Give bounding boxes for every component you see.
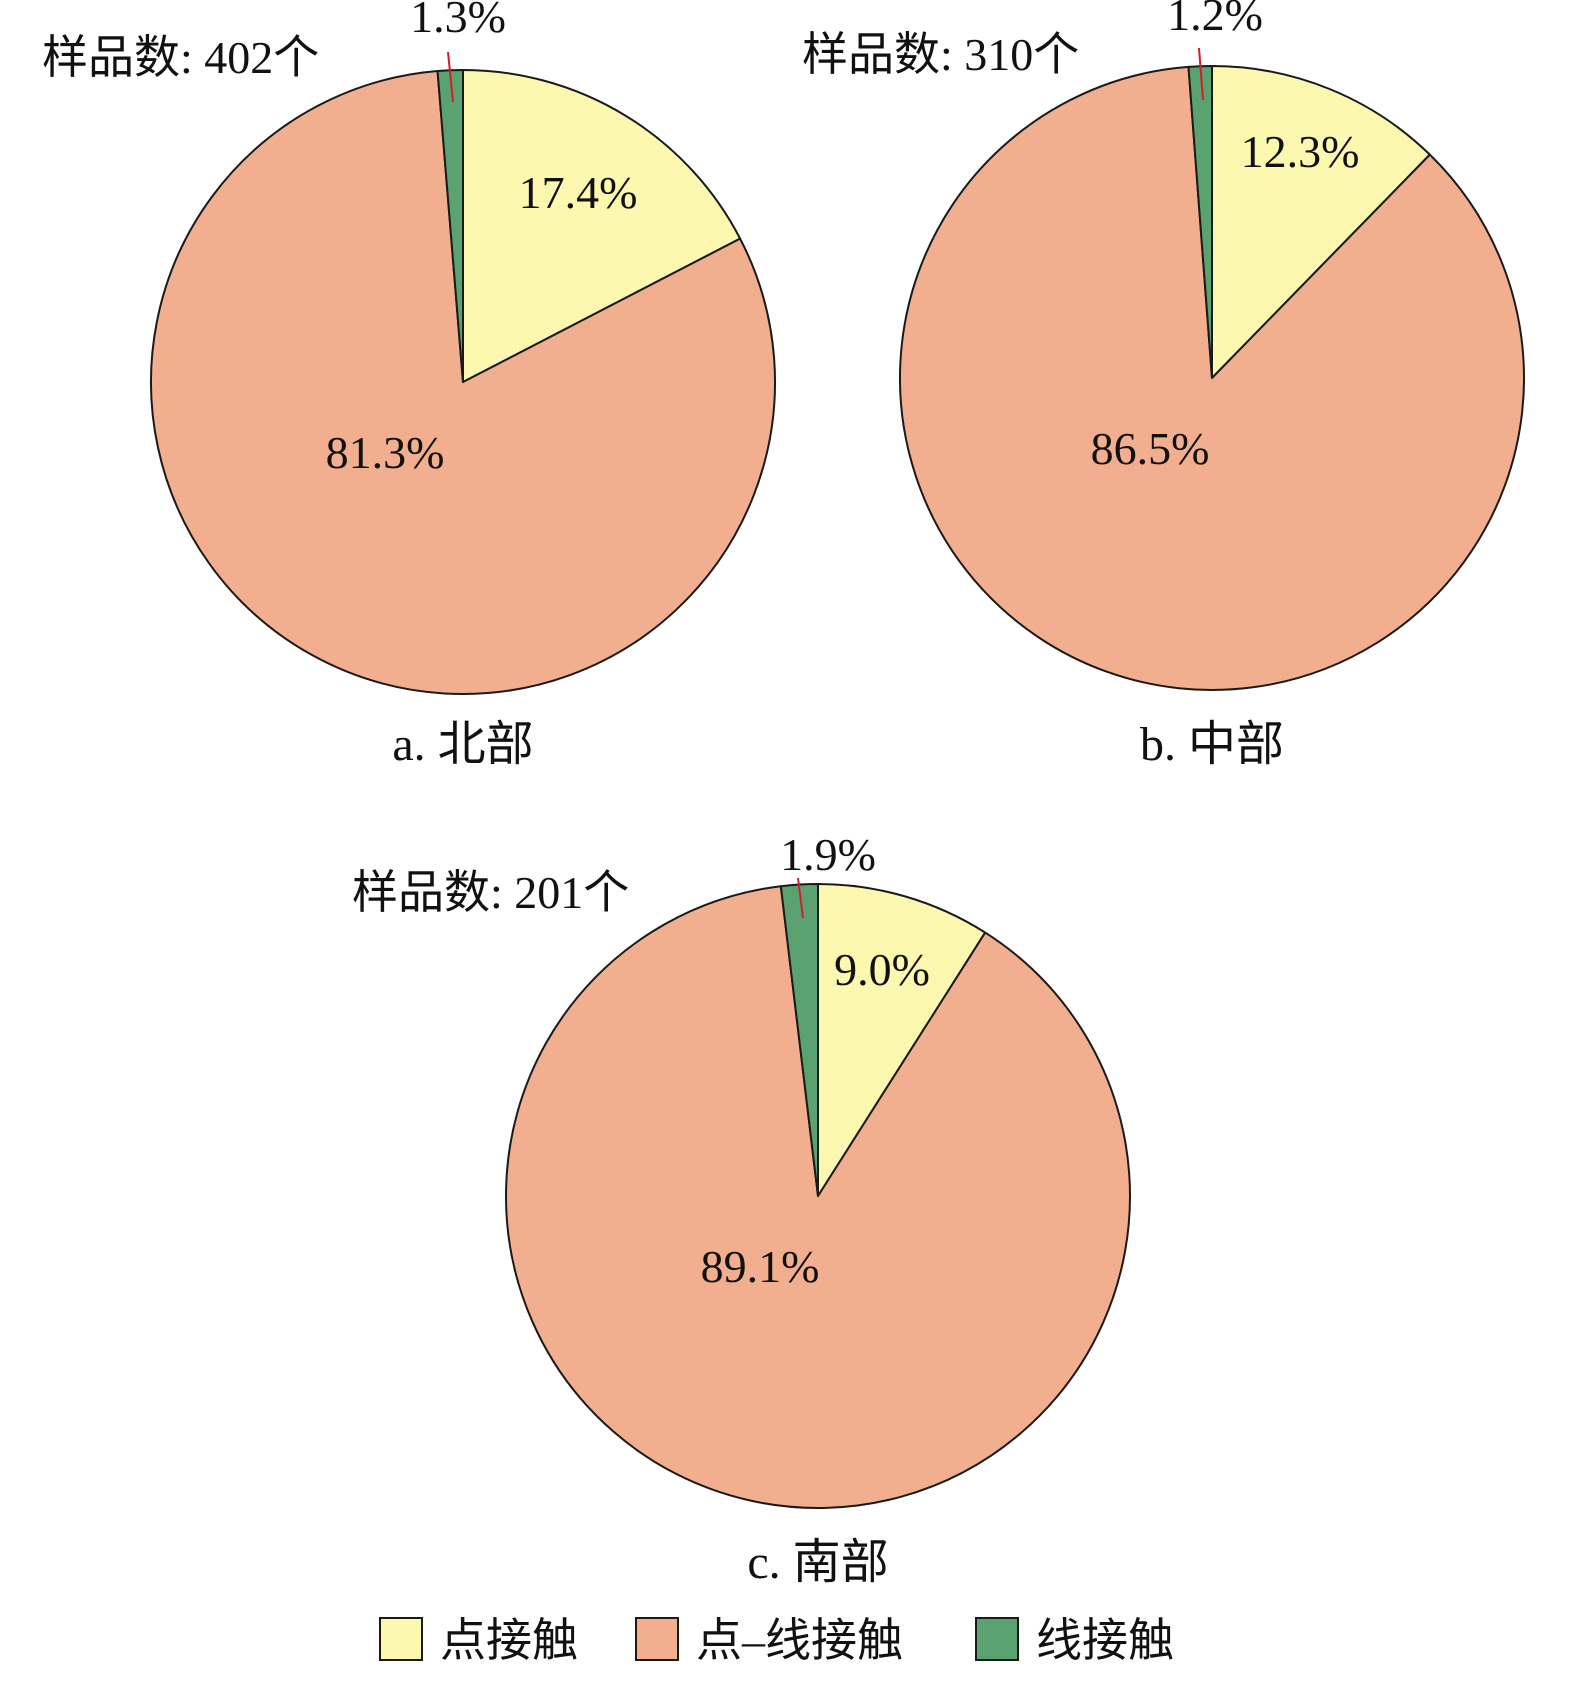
sample-count-label: 样品数: 201个 (352, 867, 629, 918)
sample-count-label: 样品数: 402个 (42, 32, 319, 83)
legend: 点接触 点–线接触 线接触 (379, 1615, 1174, 1666)
slice-label-point-line-contact: 81.3% (326, 427, 445, 478)
slice-label-point-contact: 17.4% (519, 167, 638, 218)
leader-line-small-slice (447, 51, 454, 103)
pie-slice-point-contact (462, 69, 742, 383)
legend-swatch (635, 1617, 679, 1661)
pie-caption: c. 南部 (747, 1536, 888, 1589)
slice-label-line-contact: 1.3% (410, 0, 506, 42)
legend-label: 点接触 (440, 1615, 578, 1666)
legend-swatch (975, 1617, 1019, 1661)
slice-label-point-line-contact: 89.1% (701, 1241, 820, 1292)
legend-swatch (379, 1617, 423, 1661)
pie-caption: a. 北部 (392, 718, 533, 771)
pie-slice-point-line-contact (505, 885, 1131, 1509)
pie-caption: b. 中部 (1140, 718, 1284, 771)
legend-label: 点–线接触 (696, 1615, 903, 1666)
legend-label: 线接触 (1036, 1615, 1174, 1666)
slice-label-point-line-contact: 86.5% (1091, 423, 1210, 474)
slice-label-point-contact: 9.0% (834, 944, 930, 995)
legend-item-point-line-contact: 点–线接触 (635, 1615, 903, 1666)
leader-line-small-slice (797, 877, 804, 919)
legend-item-point-contact: 点接触 (379, 1615, 578, 1666)
pie-chart-south: 9.0% 89.1% 1.9% 样品数: 201个 c. 南部 (352, 829, 1131, 1589)
slice-label-line-contact: 1.9% (780, 829, 876, 880)
leader-line-small-slice (1198, 47, 1204, 101)
pie-slices (150, 69, 776, 695)
pie-slice-point-contact (1211, 65, 1431, 379)
slice-label-line-contact: 1.2% (1167, 0, 1263, 40)
sample-count-label: 样品数: 310个 (802, 29, 1079, 80)
slice-label-point-contact: 12.3% (1241, 126, 1360, 177)
legend-item-line-contact: 线接触 (975, 1615, 1174, 1666)
pie-slice-point-contact (817, 883, 987, 1197)
pie-slices (899, 65, 1526, 691)
pie-chart-north: 17.4% 81.3% 1.3% 样品数: 402个 a. 北部 (42, 0, 776, 771)
pie-slices (505, 883, 1131, 1509)
pie-chart-central: 12.3% 86.5% 1.2% 样品数: 310个 b. 中部 (802, 0, 1526, 771)
